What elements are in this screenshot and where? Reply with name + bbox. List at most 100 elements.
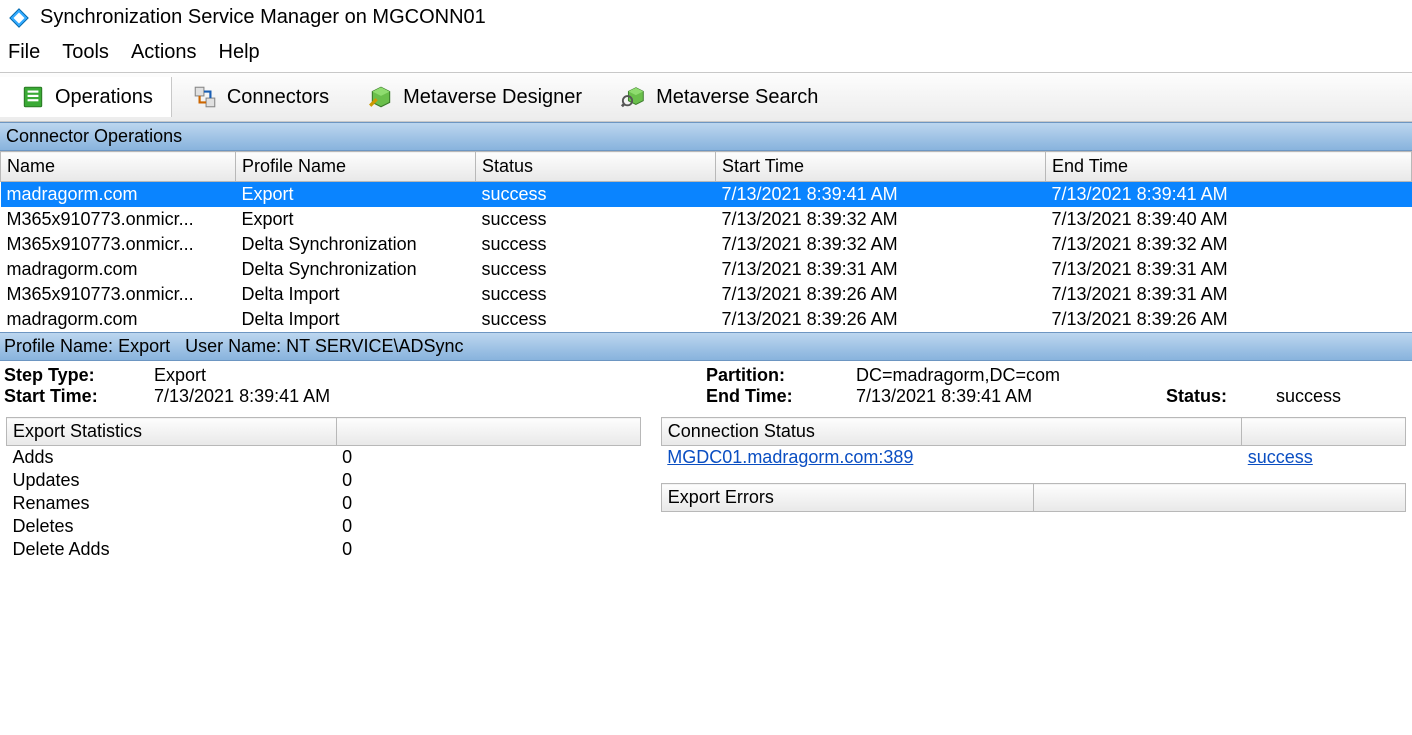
stats-value: 0 bbox=[336, 492, 640, 515]
stats-row: Deletes0 bbox=[7, 515, 641, 538]
menu-actions[interactable]: Actions bbox=[131, 41, 197, 64]
table-cell-name: M365x910773.onmicr... bbox=[1, 232, 236, 257]
table-cell-end: 7/13/2021 8:39:26 AM bbox=[1046, 307, 1412, 332]
connection-status-header-blank[interactable] bbox=[1242, 418, 1406, 446]
details-bar: Profile Name: Export User Name: NT SERVI… bbox=[0, 332, 1412, 361]
connection-status-header[interactable]: Connection Status bbox=[661, 418, 1241, 446]
table-row[interactable]: M365x910773.onmicr...Delta Synchronizati… bbox=[1, 232, 1412, 257]
table-cell-status: success bbox=[476, 232, 716, 257]
table-cell-profile: Export bbox=[236, 207, 476, 232]
step-type-label: Step Type: bbox=[4, 365, 154, 386]
table-cell-end: 7/13/2021 8:39:40 AM bbox=[1046, 207, 1412, 232]
table-cell-status: success bbox=[476, 257, 716, 282]
table-row[interactable]: M365x910773.onmicr...Delta Importsuccess… bbox=[1, 282, 1412, 307]
stats-row: Renames0 bbox=[7, 492, 641, 515]
mv-designer-icon bbox=[367, 83, 395, 111]
stats-label: Renames bbox=[7, 492, 337, 515]
stats-value: 0 bbox=[336, 538, 640, 561]
start-time-label: Start Time: bbox=[4, 386, 154, 407]
col-start[interactable]: Start Time bbox=[716, 152, 1046, 182]
connection-status-row[interactable]: MGDC01.madragorm.com:389 success bbox=[661, 446, 1405, 470]
end-time-value: 7/13/2021 8:39:41 AM bbox=[856, 386, 1166, 407]
stats-label: Adds bbox=[7, 446, 337, 470]
stats-value: 0 bbox=[336, 515, 640, 538]
details-user-label: User Name: bbox=[185, 336, 281, 356]
table-cell-start: 7/13/2021 8:39:31 AM bbox=[716, 257, 1046, 282]
table-cell-end: 7/13/2021 8:39:41 AM bbox=[1046, 182, 1412, 208]
table-cell-profile: Delta Synchronization bbox=[236, 232, 476, 257]
col-end[interactable]: End Time bbox=[1046, 152, 1412, 182]
stats-label: Updates bbox=[7, 469, 337, 492]
operations-table[interactable]: Name Profile Name Status Start Time End … bbox=[0, 151, 1412, 332]
menu-file[interactable]: File bbox=[8, 41, 40, 64]
table-cell-name: M365x910773.onmicr... bbox=[1, 207, 236, 232]
table-cell-status: success bbox=[476, 307, 716, 332]
table-cell-end: 7/13/2021 8:39:32 AM bbox=[1046, 232, 1412, 257]
col-status[interactable]: Status bbox=[476, 152, 716, 182]
connector-operations-header: Connector Operations bbox=[0, 122, 1412, 151]
details-user-value: NT SERVICE\ADSync bbox=[286, 336, 463, 356]
table-cell-status: success bbox=[476, 182, 716, 208]
table-cell-start: 7/13/2021 8:39:26 AM bbox=[716, 282, 1046, 307]
tab-label: Connectors bbox=[227, 86, 329, 109]
table-row[interactable]: madragorm.comExportsuccess7/13/2021 8:39… bbox=[1, 182, 1412, 208]
details-profile-value: Export bbox=[118, 336, 170, 356]
table-cell-profile: Delta Import bbox=[236, 307, 476, 332]
tab-label: Metaverse Designer bbox=[403, 86, 582, 109]
table-row[interactable]: M365x910773.onmicr...Exportsuccess7/13/2… bbox=[1, 207, 1412, 232]
operations-icon bbox=[19, 83, 47, 111]
table-cell-name: madragorm.com bbox=[1, 307, 236, 332]
col-profile[interactable]: Profile Name bbox=[236, 152, 476, 182]
table-cell-status: success bbox=[476, 207, 716, 232]
tab-operations[interactable]: Operations bbox=[0, 77, 172, 117]
stats-row: Delete Adds0 bbox=[7, 538, 641, 561]
menu-tools[interactable]: Tools bbox=[62, 41, 109, 64]
export-errors-header[interactable]: Export Errors bbox=[661, 484, 1033, 512]
details-left: Step Type: Export Start Time: 7/13/2021 … bbox=[4, 365, 706, 407]
tab-metaverse-search[interactable]: Metaverse Search bbox=[601, 77, 837, 117]
table-cell-end: 7/13/2021 8:39:31 AM bbox=[1046, 282, 1412, 307]
menu-help[interactable]: Help bbox=[219, 41, 260, 64]
stats-label: Deletes bbox=[7, 515, 337, 538]
mv-search-icon bbox=[620, 83, 648, 111]
stats-label: Delete Adds bbox=[7, 538, 337, 561]
table-cell-profile: Export bbox=[236, 182, 476, 208]
partition-value: DC=madragorm,DC=com bbox=[856, 365, 1408, 386]
connection-status-link[interactable]: success bbox=[1248, 447, 1313, 467]
status-label: Status: bbox=[1166, 386, 1276, 407]
window-title: Synchronization Service Manager on MGCON… bbox=[40, 6, 486, 29]
stats-value: 0 bbox=[336, 446, 640, 470]
connection-server-link[interactable]: MGDC01.madragorm.com:389 bbox=[667, 447, 913, 467]
tab-connectors[interactable]: Connectors bbox=[172, 77, 348, 117]
menubar: File Tools Actions Help bbox=[0, 35, 1412, 72]
stats-value: 0 bbox=[336, 469, 640, 492]
stats-row: Adds0 bbox=[7, 446, 641, 470]
table-cell-profile: Delta Synchronization bbox=[236, 257, 476, 282]
table-cell-start: 7/13/2021 8:39:32 AM bbox=[716, 207, 1046, 232]
tab-label: Metaverse Search bbox=[656, 86, 818, 109]
tab-label: Operations bbox=[55, 86, 153, 109]
table-cell-status: success bbox=[476, 282, 716, 307]
table-cell-profile: Delta Import bbox=[236, 282, 476, 307]
export-errors-header-blank[interactable] bbox=[1033, 484, 1405, 512]
connectors-icon bbox=[191, 83, 219, 111]
stats-row: Updates0 bbox=[7, 469, 641, 492]
table-row[interactable]: madragorm.comDelta Importsuccess 7/13/202… bbox=[1, 307, 1412, 332]
table-cell-name: M365x910773.onmicr... bbox=[1, 282, 236, 307]
export-errors-table: Export Errors bbox=[661, 483, 1406, 592]
export-stats-header[interactable]: Export Statistics bbox=[7, 418, 337, 446]
titlebar: Synchronization Service Manager on MGCON… bbox=[0, 0, 1412, 35]
end-time-label: End Time: bbox=[706, 386, 856, 407]
table-cell-name: madragorm.com bbox=[1, 182, 236, 208]
table-cell-name: madragorm.com bbox=[1, 257, 236, 282]
tab-metaverse-designer[interactable]: Metaverse Designer bbox=[348, 77, 601, 117]
table-cell-start: 7/13/2021 8:39:41 AM bbox=[716, 182, 1046, 208]
export-stats-header-blank[interactable] bbox=[336, 418, 640, 446]
toolbar: Operations Connectors Metaverse Designer bbox=[0, 72, 1412, 122]
status-value: success bbox=[1276, 386, 1408, 407]
table-row[interactable]: madragorm.comDelta Synchronizationsucces… bbox=[1, 257, 1412, 282]
details-right: Partition: DC=madragorm,DC=com End Time:… bbox=[706, 365, 1408, 407]
start-time-value: 7/13/2021 8:39:41 AM bbox=[154, 386, 706, 407]
operations-table-header-row: Name Profile Name Status Start Time End … bbox=[1, 152, 1412, 182]
col-name[interactable]: Name bbox=[1, 152, 236, 182]
